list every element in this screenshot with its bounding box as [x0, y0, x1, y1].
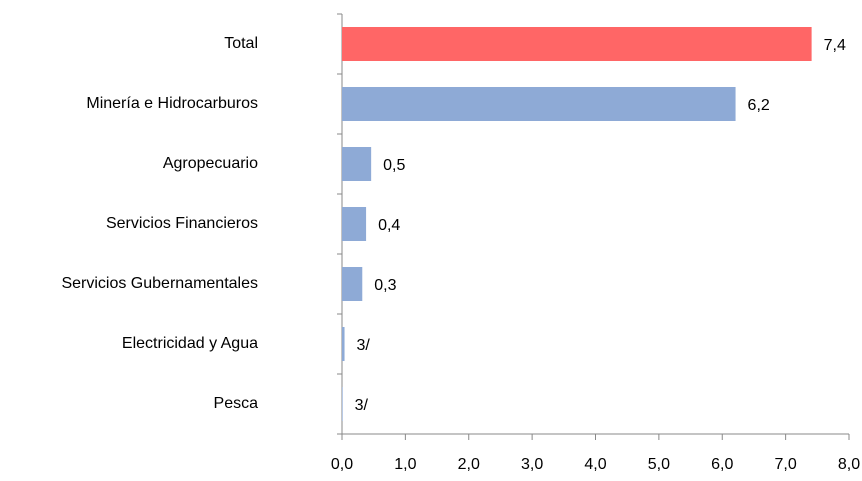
- value-label: 7,4: [824, 37, 846, 54]
- bar: [342, 207, 367, 241]
- bar: [342, 327, 345, 361]
- x-tick-label: 8,0: [838, 456, 860, 473]
- category-label: Servicios Gubernamentales: [61, 275, 258, 292]
- value-label: 3/: [357, 337, 371, 354]
- x-tick-label: 1,0: [394, 456, 416, 473]
- value-label: 3/: [355, 397, 369, 414]
- bar: [342, 267, 363, 301]
- x-tick-label: 2,0: [458, 456, 480, 473]
- category-label: Electricidad y Agua: [122, 335, 258, 352]
- x-tick-label: 4,0: [584, 456, 606, 473]
- bar: [342, 27, 812, 61]
- value-label: 0,5: [383, 157, 405, 174]
- bar: [342, 87, 736, 121]
- category-label: Total: [224, 35, 258, 52]
- x-tick-label: 3,0: [521, 456, 543, 473]
- value-label: 0,3: [374, 277, 396, 294]
- category-label: Pesca: [214, 395, 259, 412]
- category-label: Agropecuario: [163, 155, 258, 172]
- x-tick-label: 6,0: [711, 456, 733, 473]
- category-label: Servicios Financieros: [106, 215, 258, 232]
- bar: [342, 147, 372, 181]
- value-label: 0,4: [378, 217, 400, 234]
- x-tick-label: 7,0: [775, 456, 797, 473]
- x-tick-label: 5,0: [648, 456, 670, 473]
- category-label: Minería e Hidrocarburos: [86, 95, 258, 112]
- x-tick-label: 0,0: [331, 456, 353, 473]
- bar: [342, 387, 343, 421]
- value-label: 6,2: [748, 97, 770, 114]
